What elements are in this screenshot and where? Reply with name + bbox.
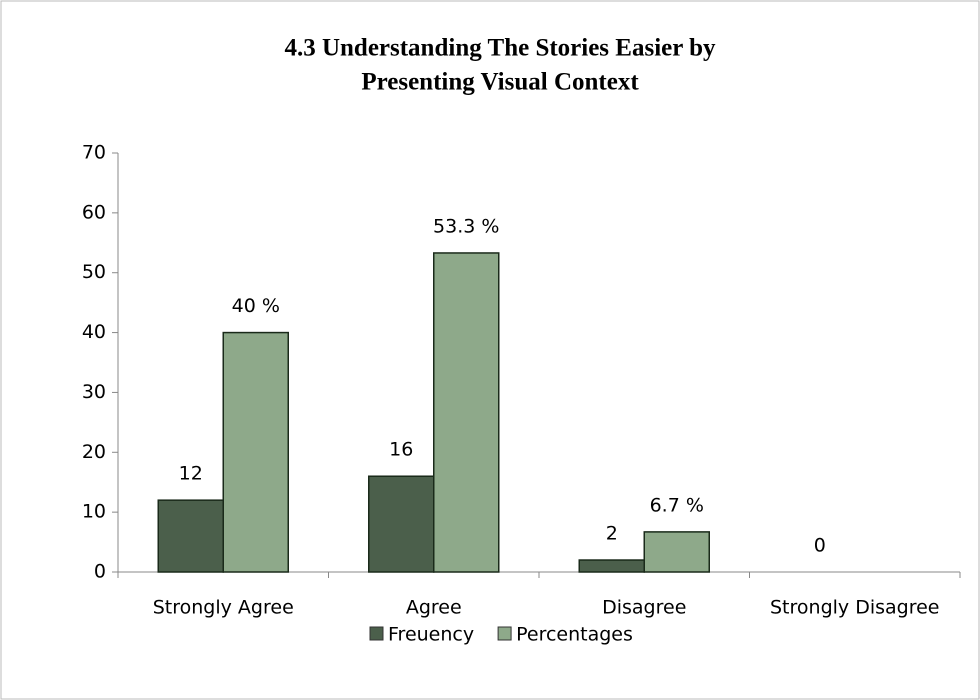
y-tick-label: 0 [94, 561, 106, 583]
chart-title: Presenting Visual Context [361, 69, 639, 96]
legend-label: Percentages [516, 624, 633, 646]
y-tick-label: 10 [82, 501, 106, 523]
bar [578, 559, 645, 573]
data-label: 2 [606, 523, 618, 545]
bar [433, 252, 500, 573]
legend-swatch [497, 626, 512, 641]
data-label: 40 % [232, 295, 280, 317]
bar [157, 499, 224, 573]
x-tick-label: Strongly Disagree [770, 597, 939, 619]
y-tick-label: 30 [82, 381, 106, 403]
data-label: 12 [179, 463, 203, 485]
data-label: 0 [814, 535, 826, 557]
bar [222, 331, 289, 573]
y-tick-label: 60 [82, 201, 106, 223]
legend-swatch [369, 626, 384, 641]
legend-label: Freuency [388, 624, 474, 646]
data-label: 53.3 % [433, 215, 499, 237]
y-tick-label: 50 [82, 261, 106, 283]
data-label: 16 [389, 439, 413, 461]
data-label: 6.7 % [650, 494, 704, 516]
chart-title: 4.3 Understanding The Stories Easier by [284, 35, 716, 62]
x-tick-label: Disagree [602, 597, 686, 619]
y-tick-label: 70 [82, 142, 106, 164]
y-tick-label: 20 [82, 441, 106, 463]
y-tick-label: 40 [82, 321, 106, 343]
x-tick-label: Strongly Agree [153, 597, 294, 619]
x-tick-label: Agree [406, 597, 462, 619]
bar [643, 531, 710, 573]
bar [368, 475, 435, 573]
